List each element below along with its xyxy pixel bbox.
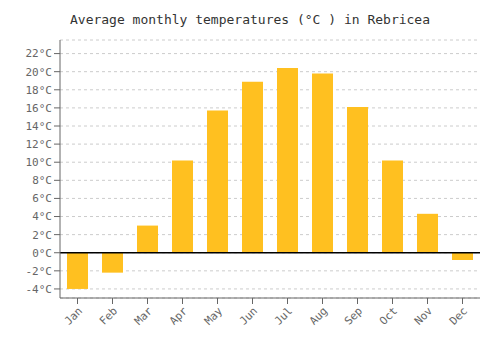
svg-text:Nov: Nov — [412, 304, 436, 328]
svg-text:Sep: Sep — [342, 304, 365, 327]
svg-text:10°C: 10°C — [26, 156, 53, 169]
svg-text:-2°C: -2°C — [26, 265, 53, 278]
svg-text:6°C: 6°C — [32, 192, 52, 205]
svg-text:2°C: 2°C — [32, 229, 52, 242]
svg-text:Feb: Feb — [97, 304, 120, 327]
svg-text:Jun: Jun — [237, 304, 260, 327]
svg-text:Aug: Aug — [307, 304, 330, 327]
svg-text:8°C: 8°C — [32, 174, 52, 187]
svg-text:Mar: Mar — [132, 304, 156, 328]
svg-text:12°C: 12°C — [26, 138, 53, 151]
svg-text:Jul: Jul — [272, 304, 295, 327]
svg-text:Jan: Jan — [62, 304, 85, 327]
svg-text:4°C: 4°C — [32, 210, 52, 223]
svg-text:16°C: 16°C — [26, 102, 53, 115]
svg-text:Dec: Dec — [447, 304, 470, 327]
svg-text:14°C: 14°C — [26, 120, 53, 133]
svg-text:May: May — [202, 304, 226, 328]
svg-text:0°C: 0°C — [32, 247, 52, 260]
svg-text:18°C: 18°C — [26, 84, 53, 97]
svg-text:22°C: 22°C — [26, 47, 53, 60]
html-text:Average monthly temperatures (: Average monthly temperatures (°C ) in Re… — [70, 12, 430, 27]
svg-text:-4°C: -4°C — [26, 283, 53, 296]
svg-text:20°C: 20°C — [26, 66, 53, 79]
svg-text:Apr: Apr — [167, 304, 191, 328]
svg-text:Oct: Oct — [377, 304, 400, 327]
